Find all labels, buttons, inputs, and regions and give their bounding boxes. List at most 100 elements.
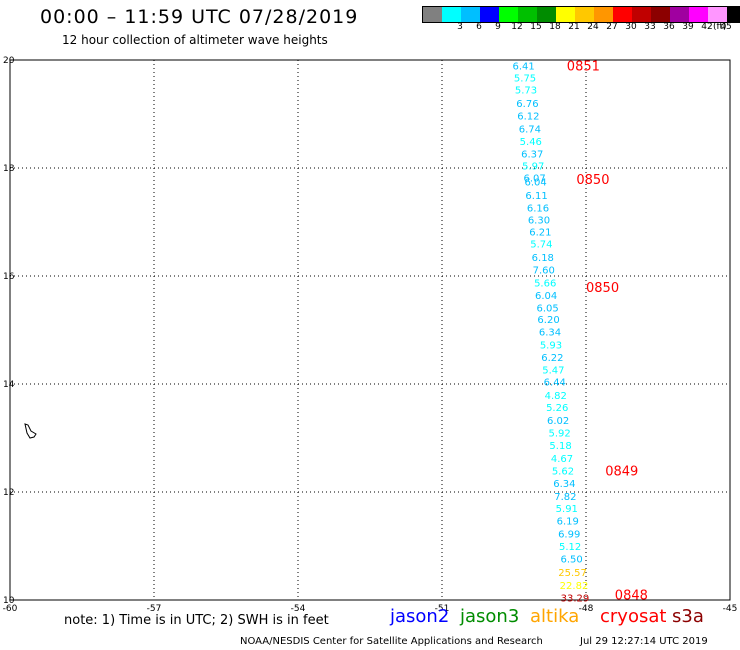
wave-height-label: 6.21: [529, 228, 551, 239]
y-tick-label: 16: [3, 272, 15, 282]
wave-height-label: 5.46: [520, 137, 542, 148]
wave-height-label: 5.91: [556, 504, 578, 515]
wave-height-label: 7.82: [554, 492, 576, 503]
wave-height-label: 25.57: [558, 568, 587, 579]
y-tick-label: 14: [3, 380, 15, 390]
pass-time-label: 0850: [576, 173, 609, 188]
satellite-s3a: s3a: [672, 606, 704, 627]
legend-label: 30: [625, 22, 637, 32]
y-tick-label: 18: [3, 164, 15, 174]
legend-label: 36: [663, 22, 675, 32]
legend-swatch: [651, 7, 670, 22]
wave-height-label: 6.07: [524, 174, 546, 185]
wave-height-label: 6.04: [535, 291, 557, 302]
wave-height-label: 6.34: [539, 328, 561, 339]
legend-swatch: [480, 7, 499, 22]
legend-unit: (ft): [713, 22, 727, 32]
timestamp: Jul 29 12:27:14 UTC 2019: [580, 636, 708, 647]
pass-time-label: 0849: [605, 464, 638, 479]
legend-label: 3: [457, 22, 463, 32]
wave-height-label: 5.93: [540, 341, 562, 352]
wave-height-label: 6.02: [547, 416, 569, 427]
y-tick-label: 10: [3, 596, 15, 606]
wave-height-label: 5.66: [534, 278, 556, 289]
wave-height-label: 6.22: [541, 353, 563, 364]
legend-swatch: [499, 7, 518, 22]
wave-height-label: 6.76: [516, 99, 538, 110]
page-title: 00:00 – 11:59 UTC 07/28/2019: [40, 6, 359, 28]
wave-height-label: 6.16: [527, 203, 549, 214]
legend-label: 12: [511, 22, 523, 32]
wave-height-label: 5.62: [552, 466, 574, 477]
x-tick-label: -48: [579, 604, 594, 614]
wave-height-label: 22.82: [560, 581, 589, 592]
legend-swatch: [594, 7, 613, 22]
color-scale-legend: [422, 6, 740, 23]
satellite-jason3: jason3: [460, 606, 520, 627]
wave-height-label: 5.74: [530, 240, 552, 251]
wave-height-label: 6.19: [557, 517, 579, 528]
pass-time-label: 0848: [615, 589, 648, 604]
wave-height-label: 6.18: [532, 253, 554, 264]
wave-height-label: 5.47: [542, 365, 564, 376]
wave-height-label: 6.44: [544, 377, 566, 388]
legend-swatch: [613, 7, 632, 22]
wave-height-label: 6.37: [521, 149, 543, 160]
wave-height-label: 5.26: [546, 403, 568, 414]
x-tick-label: -54: [291, 604, 306, 614]
legend-swatch: [537, 7, 556, 22]
wave-height-label: 33.29: [561, 593, 590, 604]
legend-swatch: [727, 7, 740, 22]
wave-height-label: 6.04: [524, 178, 546, 189]
pass-time-label: 0851: [567, 59, 600, 74]
x-tick-label: -45: [723, 604, 738, 614]
wave-height-label: 5.18: [549, 441, 571, 452]
page-subtitle: 12 hour collection of altimeter wave hei…: [62, 33, 328, 47]
y-tick-label: 12: [3, 488, 14, 498]
wave-height-label: 6.41: [512, 61, 534, 72]
wave-height-label: 6.05: [536, 303, 558, 314]
satellite-jason2: jason2: [390, 606, 450, 627]
satellite-cryosat: cryosat: [600, 606, 667, 627]
y-tick-label: 20: [3, 56, 15, 66]
wave-height-label: 7.60: [533, 266, 555, 277]
legend-label: 6: [476, 22, 482, 32]
wave-height-label: 6.34: [553, 479, 575, 490]
legend-label: 24: [587, 22, 599, 32]
legend-label: 45: [720, 22, 732, 32]
legend-swatch: [423, 7, 442, 22]
legend-swatch: [442, 7, 461, 22]
pass-time-label: 0850: [586, 281, 619, 296]
legend-swatch: [708, 7, 727, 22]
legend-swatch: [632, 7, 651, 22]
legend-swatch: [689, 7, 708, 22]
legend-swatch: [556, 7, 575, 22]
x-tick-label: -60: [3, 604, 18, 614]
legend-swatch: [461, 7, 480, 22]
wave-height-label: 5.97: [522, 161, 544, 172]
wave-height-label: 5.92: [548, 429, 570, 440]
x-tick-label: -51: [435, 604, 450, 614]
satellite-altika: altika: [530, 606, 580, 627]
map-frame: [9, 59, 731, 601]
x-tick-label: -57: [147, 604, 162, 614]
wave-height-label: 4.67: [551, 454, 573, 465]
legend-swatch: [670, 7, 689, 22]
legend-label: 18: [549, 22, 561, 32]
wave-height-label: 6.30: [528, 215, 550, 226]
legend-label: 39: [682, 22, 694, 32]
legend-label: 15: [530, 22, 542, 32]
credit-text: NOAA/NESDIS Center for Satellite Applica…: [240, 636, 543, 647]
wave-height-label: 6.99: [558, 530, 580, 541]
wave-height-label: 5.75: [514, 73, 536, 84]
wave-height-label: 6.50: [560, 554, 582, 565]
wave-height-label: 6.12: [517, 112, 539, 123]
legend-label: 9: [495, 22, 501, 32]
legend-label: 21: [568, 22, 580, 32]
legend-label: 33: [644, 22, 656, 32]
wave-height-label: 5.12: [559, 542, 581, 553]
legend-swatch: [575, 7, 594, 22]
legend-label: 27: [606, 22, 618, 32]
footer-note: note: 1) Time is in UTC; 2) SWH is in fe…: [64, 613, 329, 628]
